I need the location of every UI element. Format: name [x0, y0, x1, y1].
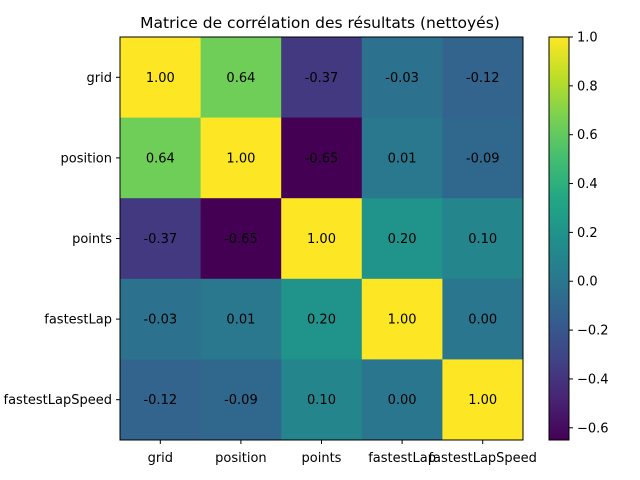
heatmap-cell: [442, 37, 524, 119]
heatmap-cell-labels: 1.00 0.64 -0.37 -0.03 -0.12 0.64 1.00 -0.65 0.01…: [143, 71, 499, 408]
heatmap-cell-label: -0.37: [143, 232, 177, 247]
heatmap-cell-label: 1.00: [307, 232, 336, 247]
y-axis: grid position points fastestLap fastestLapSp…: [4, 71, 120, 408]
heatmap-cell-label: -0.37: [305, 71, 339, 86]
heatmap-cell: [361, 37, 443, 119]
x-tick-label: points: [302, 451, 342, 466]
heatmap-cell: [120, 359, 202, 441]
heatmap-cell-label: 0.64: [226, 71, 255, 86]
y-tick-label: grid: [87, 71, 112, 86]
heatmap-cell: [200, 359, 282, 441]
heatmap-cell-label: 0.00: [468, 313, 497, 328]
heatmap-cell-label: 0.01: [388, 151, 417, 166]
y-tick-label: fastestLapSpeed: [4, 393, 113, 408]
heatmap-cell: [281, 359, 363, 441]
heatmap-cell-label: -0.03: [143, 313, 177, 328]
heatmap-cell: [361, 198, 443, 280]
heatmap-cell-label: 0.20: [307, 313, 336, 328]
heatmap-cell-label: 1.00: [468, 393, 497, 408]
heatmap-cell: [120, 198, 202, 280]
heatmap-cell-label: -0.65: [305, 151, 339, 166]
heatmap-cell: [200, 278, 282, 360]
heatmap-cell: [120, 278, 202, 360]
heatmap-cell-label: -0.09: [466, 151, 500, 166]
x-tick-label: fastestLapSpeed: [428, 451, 537, 466]
heatmap-cell-label: -0.12: [143, 393, 177, 408]
heatmap-cell-label: -0.12: [466, 71, 500, 86]
heatmap-cell-label: 0.10: [468, 232, 497, 247]
heatmap-cell: [281, 37, 363, 119]
colorbar-tick-label: −0.4: [577, 372, 609, 387]
heatmap-cell: [361, 117, 443, 199]
heatmap-cell-label: -0.65: [224, 232, 258, 247]
heatmap-cell: [442, 117, 524, 199]
heatmap-cell: [442, 359, 524, 441]
colorbar-tick-label: 0.6: [577, 128, 598, 143]
heatmap-cell: [442, 278, 524, 360]
colorbar-gradient: [548, 36, 570, 441]
heatmap-cell: [200, 117, 282, 199]
chart-title: Matrice de corrélation des résultats (ne…: [140, 14, 500, 32]
heatmap-cell-label: 1.00: [226, 151, 255, 166]
x-axis: grid position points fastestLapfastestLapSp…: [148, 440, 537, 466]
heatmap-cell: [120, 37, 202, 119]
colorbar-tick-label: 1.0: [577, 31, 598, 46]
x-tick-label: position: [215, 451, 267, 466]
heatmap-cell: [281, 278, 363, 360]
heatmap-cell-label: 0.20: [388, 232, 417, 247]
heatmap-cell-label: -0.09: [224, 393, 258, 408]
y-tick-label: fastestLap: [44, 313, 112, 328]
colorbar-ticks: 1.0 0.8 0.6 0.4 0.2 0.0 −0.2 −0.4 −0.6: [569, 31, 609, 436]
heatmap-cell-label: 0.00: [388, 393, 417, 408]
x-tick-label: grid: [148, 451, 173, 466]
colorbar-tick-label: −0.6: [577, 421, 609, 436]
heatmap-cell-label: 1.00: [388, 313, 417, 328]
y-tick-label: position: [61, 151, 113, 166]
heatmap-cell-label: 0.64: [146, 151, 175, 166]
heatmap-cell-label: 0.01: [226, 313, 255, 328]
heatmap-cell: [120, 117, 202, 199]
heatmap-cell: [442, 198, 524, 280]
heatmap-cells: [120, 37, 524, 441]
heatmap-cell: [281, 117, 363, 199]
colorbar: 1.0 0.8 0.6 0.4 0.2 0.0 −0.2 −0.4 −0.6: [548, 31, 609, 441]
heatmap-cell-label: 1.00: [146, 71, 175, 86]
colorbar-tick-label: 0.2: [577, 226, 598, 241]
heatmap-cell-label: 0.10: [307, 393, 336, 408]
colorbar-tick-label: 0.4: [577, 177, 598, 192]
heatmap-cell: [200, 37, 282, 119]
x-tick-label: fastestLap: [368, 451, 436, 466]
heatmap-frame: [119, 36, 524, 441]
heatmap-cell: [200, 198, 282, 280]
heatmap-cell: [361, 359, 443, 441]
heatmap-cell: [281, 198, 363, 280]
colorbar-tick-label: −0.2: [577, 324, 609, 339]
heatmap-cell: [361, 278, 443, 360]
colorbar-tick-label: 0.8: [577, 79, 598, 94]
y-tick-label: points: [72, 232, 112, 247]
colorbar-tick-label: 0.0: [577, 275, 598, 290]
heatmap-cell-label: -0.03: [385, 71, 419, 86]
